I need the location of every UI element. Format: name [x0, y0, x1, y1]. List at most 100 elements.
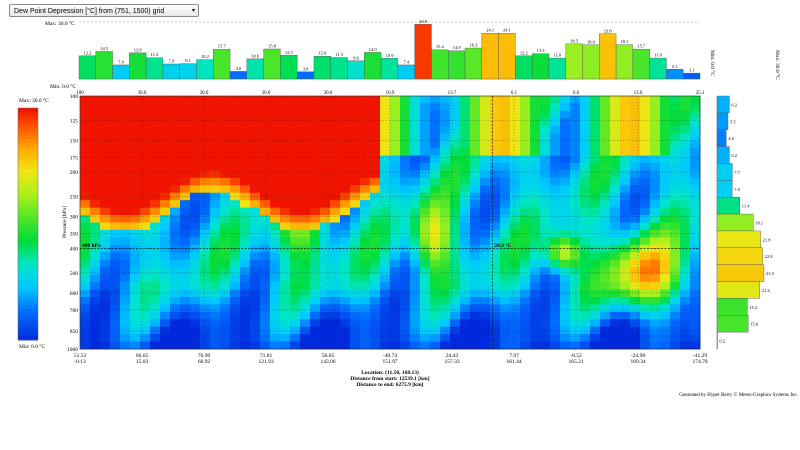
heatmap-cell	[450, 289, 461, 298]
heatmap-cell	[690, 244, 701, 253]
heatmap-cell	[580, 282, 591, 290]
heatmap-cell	[580, 140, 591, 149]
top-bar-value-label: 11.0	[553, 53, 561, 58]
heatmap-cell	[370, 207, 381, 216]
y-tick-label: 400	[70, 246, 79, 252]
colorbar-segment	[18, 216, 38, 221]
heatmap-cell	[470, 296, 481, 305]
heatmap-cell	[270, 162, 281, 171]
heatmap-cell	[500, 259, 511, 268]
heatmap-cell	[120, 222, 131, 231]
heatmap-cell	[630, 103, 641, 112]
heatmap-cell	[250, 334, 261, 342]
heatmap-cell	[150, 259, 161, 268]
heatmap-cell	[120, 274, 131, 283]
heatmap-cell	[430, 162, 441, 171]
top-bar	[112, 64, 130, 80]
heatmap-cell	[230, 207, 241, 216]
heatmap-cell	[220, 304, 231, 313]
heatmap-cell	[610, 274, 621, 283]
side-bar-value-label: 11.4	[742, 204, 750, 209]
top-bar	[280, 55, 298, 80]
heatmap-cell	[570, 177, 581, 186]
heatmap-cell	[170, 289, 181, 298]
heatmap-cell	[520, 229, 531, 238]
heatmap-cell	[450, 222, 461, 231]
heatmap-cell	[390, 296, 401, 305]
heatmap-cell	[180, 170, 191, 179]
heatmap-cell	[110, 148, 121, 156]
side-bar-value-label: 6.2	[731, 153, 737, 158]
heatmap-cell	[460, 207, 471, 216]
heatmap-cell	[450, 200, 461, 209]
heatmap-cell	[670, 200, 681, 209]
heatmap-cell	[410, 334, 421, 342]
heatmap-cell	[110, 177, 121, 186]
heatmap-cell	[110, 207, 121, 216]
heatmap-cell	[340, 110, 351, 119]
heatmap-cell	[190, 103, 201, 112]
side-bar-value-label: 4.6	[728, 136, 734, 141]
heatmap-cell	[580, 319, 591, 328]
heatmap-cell	[590, 215, 601, 223]
heatmap-cell	[270, 334, 281, 342]
heatmap-cell	[200, 110, 211, 119]
top-bar-min-label: Min: 0.0 °C	[50, 83, 77, 90]
heatmap-cell	[290, 192, 301, 201]
heatmap-cell	[120, 252, 131, 261]
heatmap-cell	[660, 296, 671, 305]
heatmap-cell	[380, 133, 391, 142]
heatmap-cell	[540, 304, 551, 313]
heatmap-cell	[120, 185, 131, 194]
heatmap-cell	[520, 207, 531, 216]
heatmap-cell	[100, 96, 111, 104]
heatmap-cell	[480, 334, 491, 342]
heatmap-cell	[610, 133, 621, 142]
heatmap-cell	[290, 222, 301, 231]
field-selector-dropdown[interactable]: Dew Point Depression [°C] from (751, 150…	[9, 4, 199, 17]
top-bar	[129, 52, 147, 80]
x-tick-lat-label: 60.92	[198, 359, 211, 365]
heatmap-cell	[110, 319, 121, 328]
heatmap-cell	[90, 282, 101, 290]
heatmap-cell	[320, 185, 331, 194]
heatmap-cell	[240, 319, 251, 328]
heatmap-cell	[80, 185, 91, 194]
x-tick-lon-label: 71.81	[260, 353, 273, 359]
heatmap-cell	[100, 304, 111, 313]
heatmap-cell	[190, 170, 201, 179]
heatmap-cell	[190, 162, 201, 171]
heatmap-cell	[360, 319, 371, 328]
heatmap-cell	[530, 177, 541, 186]
heatmap-cell	[250, 222, 261, 231]
top-bar	[531, 53, 550, 80]
heatmap-cell	[330, 215, 341, 223]
heatmap-cell	[430, 155, 441, 164]
heatmap-cell	[240, 200, 251, 209]
heatmap-cell	[570, 334, 581, 342]
heatmap-cell	[250, 244, 261, 253]
heatmap-cell	[190, 155, 201, 164]
top-bar-max-label: Max: 30.0 °C	[45, 20, 75, 27]
heatmap-cell	[480, 252, 491, 261]
heatmap-cell	[270, 96, 281, 104]
heatmap-cell	[270, 148, 281, 156]
colorbar-segment	[18, 115, 38, 121]
heatmap-cell	[310, 229, 321, 238]
heatmap-cell	[530, 96, 541, 104]
heatmap-cell	[360, 311, 371, 320]
heatmap-cell	[490, 125, 501, 134]
colorbar-segment	[18, 336, 38, 341]
heatmap-cell	[210, 110, 221, 119]
heatmap-cell	[660, 185, 671, 194]
heatmap-cell	[650, 177, 661, 186]
heatmap-cell	[400, 125, 411, 134]
heatmap-cell	[310, 155, 321, 164]
heatmap-cell	[80, 311, 91, 320]
heatmap-cell	[240, 259, 251, 268]
heatmap-cell	[430, 267, 441, 275]
heatmap-cell	[520, 177, 531, 186]
heatmap-cell	[480, 155, 491, 164]
heatmap-cell	[630, 162, 641, 171]
heatmap-cell	[80, 244, 91, 253]
